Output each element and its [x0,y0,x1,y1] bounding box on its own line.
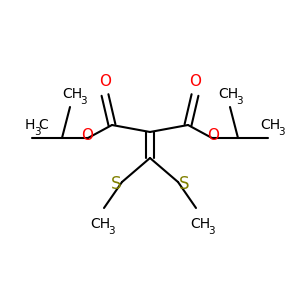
Text: O: O [189,74,201,88]
Text: 3: 3 [108,226,114,236]
Text: 3: 3 [34,127,40,137]
Text: O: O [99,74,111,88]
Text: 3: 3 [278,127,284,137]
Text: 3: 3 [236,96,242,106]
Text: CH: CH [260,118,280,132]
Text: CH: CH [218,87,238,101]
Text: O: O [207,128,219,142]
Text: O: O [81,128,93,142]
Text: 3: 3 [208,226,214,236]
Text: 3: 3 [80,96,86,106]
Text: CH: CH [190,217,210,231]
Text: S: S [111,175,121,193]
Text: S: S [179,175,189,193]
Text: CH: CH [62,87,82,101]
Text: H: H [25,118,35,132]
Text: C: C [38,118,48,132]
Text: CH: CH [90,217,110,231]
